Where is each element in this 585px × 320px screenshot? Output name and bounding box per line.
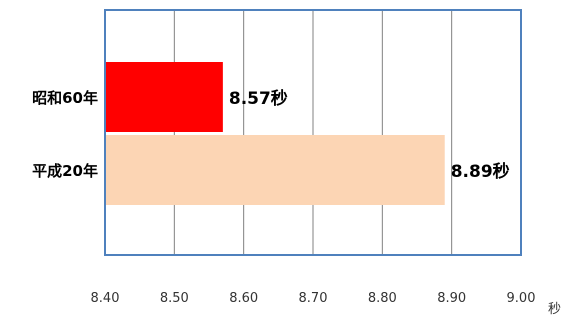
- x-tick-label: 9.00: [507, 291, 536, 306]
- bar-1: [105, 135, 445, 205]
- x-tick-label: 8.60: [229, 291, 258, 306]
- x-tick-label: 8.80: [368, 291, 397, 306]
- bars: [105, 62, 445, 205]
- data-labels: 8.57秒 8.89秒: [229, 88, 510, 182]
- plot-frame: [104, 9, 522, 256]
- x-axis-unit-label: 秒: [548, 302, 561, 317]
- data-label: 8.89秒: [451, 161, 510, 182]
- x-tick-label: 8.90: [437, 291, 466, 306]
- bar-0: [105, 62, 223, 132]
- grid-lines: [173, 10, 453, 255]
- x-tick-label: 8.40: [91, 291, 120, 306]
- x-tick-label: 8.70: [299, 291, 328, 306]
- data-label: 8.57秒: [229, 88, 288, 109]
- category-label: 平成20年: [32, 162, 98, 180]
- x-tick-labels: 8.40 8.50 8.60 8.70 8.80 8.90 9.00: [91, 291, 536, 306]
- plot-border: [104, 9, 522, 256]
- x-tick-label: 8.50: [160, 291, 189, 306]
- category-label: 昭和60年: [32, 89, 98, 107]
